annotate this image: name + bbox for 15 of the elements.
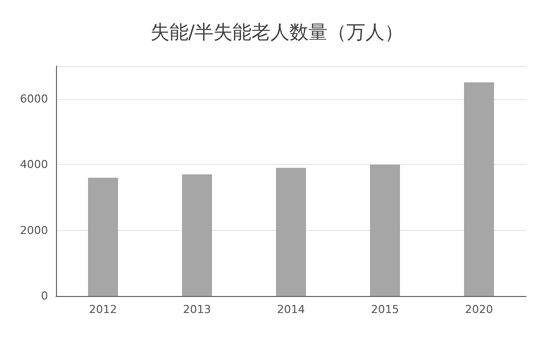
x-tick-label: 2014 (277, 303, 305, 316)
y-tick-label: 4000 (20, 158, 48, 172)
chart-title: 失能/半失能老人数量（万人） (150, 22, 404, 44)
x-tick-label: 2020 (465, 303, 493, 316)
bar (182, 174, 212, 296)
bar (276, 168, 306, 296)
x-tick-label: 2015 (371, 303, 399, 316)
y-tick-label: 2000 (20, 224, 48, 237)
y-tick-label: 0 (41, 290, 48, 302)
x-tick-label: 2013 (183, 303, 211, 316)
y-tick-label: 6000 (20, 92, 48, 106)
x-tick-label: 2012 (89, 303, 117, 316)
bar (88, 178, 118, 296)
bar (370, 164, 400, 296)
bar (464, 82, 494, 296)
